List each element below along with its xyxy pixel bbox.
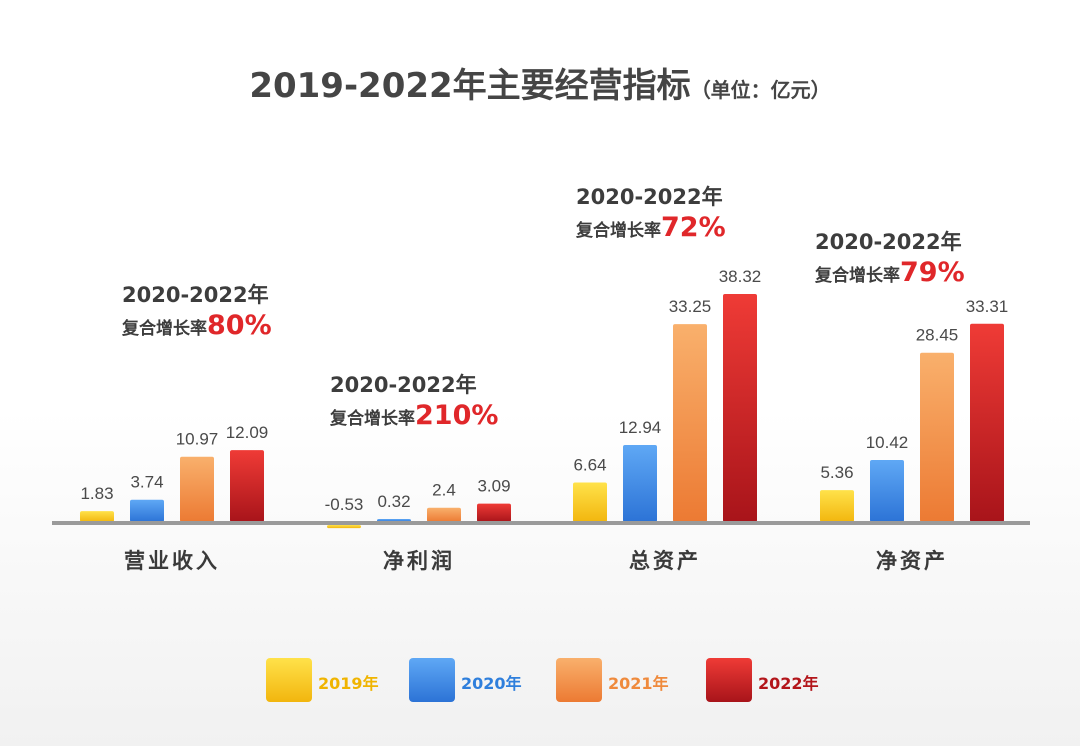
- legend-label-2022: 2022年: [758, 674, 819, 693]
- bar-revenue-2020: [130, 499, 164, 522]
- legend-label-2019: 2019年: [318, 674, 379, 693]
- bar-total-assets-2021: [673, 324, 707, 522]
- value-label-net-profit-2022: 3.09: [477, 477, 510, 496]
- value-label-net-profit-2019: -0.53: [325, 495, 364, 514]
- value-label-revenue-2021: 10.97: [176, 430, 219, 449]
- value-label-total-assets-2020: 12.94: [619, 418, 662, 437]
- cagr-period: 2020-2022年: [576, 185, 723, 209]
- bar-total-assets-2019: [573, 482, 607, 522]
- cagr-label: 复合增长率: [815, 266, 900, 286]
- value-label-revenue-2020: 3.74: [130, 473, 163, 492]
- category-label-net-assets: 净资产: [876, 549, 948, 573]
- category-label-net-profit: 净利润: [383, 549, 455, 573]
- legend-label-2020: 2020年: [461, 674, 522, 693]
- bar-net-assets-2022: [970, 323, 1004, 522]
- bar-total-assets-2022: [723, 293, 757, 522]
- chart-title-unit: （单位：亿元）: [690, 78, 831, 102]
- cagr-period: 2020-2022年: [122, 283, 269, 307]
- bar-net-profit-2019: [327, 525, 361, 529]
- cagr-label: 复合增长率: [576, 221, 661, 241]
- cagr-rate: 80%: [207, 310, 272, 341]
- value-label-net-assets-2019: 5.36: [820, 463, 853, 482]
- bar-net-assets-2021: [920, 352, 954, 522]
- bar-net-assets-2020: [870, 460, 904, 522]
- chart-title-main: 2019-2022年主要经营指标: [249, 66, 691, 106]
- bar-revenue-2022: [230, 450, 264, 522]
- cagr-rate: 210%: [415, 400, 499, 431]
- cagr-label: 复合增长率: [122, 319, 207, 339]
- value-label-net-assets-2020: 10.42: [866, 433, 909, 452]
- value-label-net-assets-2021: 28.45: [916, 326, 959, 345]
- cagr-rate: 72%: [661, 212, 726, 243]
- x-axis-baseline: [52, 521, 1030, 525]
- legend-swatch-2021: [556, 658, 602, 702]
- cagr-annotation-net-assets: 2020-2022年 复合增长率79%: [815, 227, 965, 288]
- value-label-net-assets-2022: 33.31: [966, 297, 1009, 316]
- cagr-period: 2020-2022年: [330, 373, 477, 397]
- value-label-total-assets-2021: 33.25: [669, 297, 712, 316]
- value-label-net-profit-2020: 0.32: [377, 492, 410, 511]
- bar-net-assets-2019: [820, 490, 854, 522]
- cagr-label: 复合增长率: [330, 409, 415, 429]
- chart-title: 2019-2022年主要经营指标（单位：亿元）: [0, 58, 1080, 107]
- cagr-annotation-revenue: 2020-2022年 复合增长率80%: [122, 280, 272, 341]
- bar-revenue-2019: [80, 511, 114, 522]
- category-label-total-assets: 总资产: [629, 549, 701, 573]
- legend-swatch-2020: [409, 658, 455, 702]
- cagr-rate: 79%: [900, 257, 965, 288]
- category-label-revenue: 营业收入: [124, 549, 220, 573]
- cagr-period: 2020-2022年: [815, 230, 962, 254]
- bar-total-assets-2020: [623, 445, 657, 522]
- legend-swatch-2019: [266, 658, 312, 702]
- bar-net-profit-2022: [477, 503, 511, 522]
- legend-label-2021: 2021年: [608, 674, 669, 693]
- value-label-revenue-2019: 1.83: [80, 484, 113, 503]
- value-label-net-profit-2021: 2.4: [432, 481, 456, 500]
- value-label-revenue-2022: 12.09: [226, 423, 269, 442]
- value-label-total-assets-2019: 6.64: [573, 455, 606, 474]
- bar-net-profit-2021: [427, 507, 461, 522]
- value-label-total-assets-2022: 38.32: [719, 267, 762, 286]
- legend-swatch-2022: [706, 658, 752, 702]
- cagr-annotation-total-assets: 2020-2022年 复合增长率72%: [576, 182, 726, 243]
- bar-revenue-2021: [180, 456, 214, 522]
- cagr-annotation-net-profit: 2020-2022年 复合增长率210%: [330, 370, 498, 431]
